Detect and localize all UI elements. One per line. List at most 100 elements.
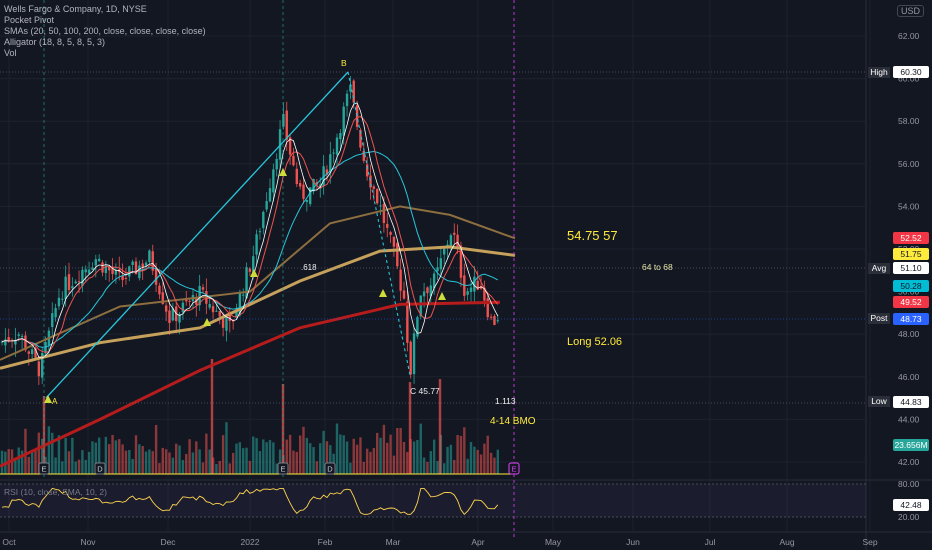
- annotation-range[interactable]: 64 to 68: [642, 262, 673, 272]
- candle-body[interactable]: [54, 307, 57, 318]
- candle-body[interactable]: [402, 290, 406, 299]
- candle-body[interactable]: [208, 303, 211, 308]
- candle-body[interactable]: [201, 287, 205, 290]
- candle-body[interactable]: [429, 285, 432, 297]
- candle-body[interactable]: [312, 178, 315, 192]
- sma-200-line[interactable]: [0, 300, 501, 468]
- candle-body[interactable]: [399, 269, 402, 291]
- candle-body[interactable]: [14, 339, 17, 345]
- candle-body[interactable]: [242, 294, 245, 296]
- candle-body[interactable]: [268, 188, 272, 202]
- event-marker[interactable]: [324, 462, 336, 475]
- candle-body[interactable]: [138, 265, 141, 279]
- candle-body[interactable]: [335, 137, 339, 155]
- candle-body[interactable]: [87, 269, 91, 274]
- candle-body[interactable]: [67, 274, 71, 291]
- candle-body[interactable]: [386, 223, 389, 228]
- candle-body[interactable]: [489, 316, 493, 318]
- price-badge[interactable]: 51.75: [893, 248, 929, 261]
- candle-body[interactable]: [131, 261, 134, 266]
- candle-body[interactable]: [51, 313, 54, 328]
- annotation-earnings[interactable]: 4-14 BMO: [490, 416, 536, 427]
- candle-body[interactable]: [456, 234, 459, 249]
- candle-body[interactable]: [382, 204, 386, 224]
- annotation-long[interactable]: Long 52.06: [567, 336, 623, 348]
- candle-body[interactable]: [221, 318, 225, 328]
- candle-body[interactable]: [486, 298, 489, 318]
- event-marker[interactable]: [94, 462, 106, 475]
- candle-body[interactable]: [121, 275, 124, 281]
- sma-20-line[interactable]: [1, 150, 499, 348]
- candle-body[interactable]: [469, 287, 473, 292]
- candle-body[interactable]: [496, 320, 499, 322]
- candle-body[interactable]: [426, 287, 429, 294]
- candle-body[interactable]: [101, 262, 104, 273]
- candle-body[interactable]: [288, 137, 292, 155]
- candle-body[interactable]: [473, 276, 476, 292]
- candle-body[interactable]: [144, 262, 148, 266]
- candle-body[interactable]: [124, 277, 128, 279]
- price-badge[interactable]: 23.656M: [893, 439, 929, 451]
- candle-body[interactable]: [248, 268, 252, 272]
- candle-body[interactable]: [252, 256, 255, 274]
- candle-body[interactable]: [436, 267, 439, 272]
- alligator-lips-line[interactable]: [1, 102, 499, 359]
- candle-body[interactable]: [339, 133, 342, 140]
- candle-body[interactable]: [225, 316, 228, 331]
- candle-body[interactable]: [158, 285, 161, 295]
- alligator-jaw-line[interactable]: [1, 116, 499, 353]
- candle-body[interactable]: [355, 105, 359, 127]
- candle-body[interactable]: [148, 250, 151, 263]
- trendline-a-b[interactable]: [45, 71, 349, 399]
- candle-body[interactable]: [302, 184, 305, 199]
- candle-body[interactable]: [449, 235, 453, 248]
- annotation-point-b[interactable]: B: [341, 58, 347, 68]
- candle-body[interactable]: [342, 106, 345, 136]
- candle-body[interactable]: [91, 267, 94, 270]
- candle-body[interactable]: [74, 281, 77, 284]
- candle-body[interactable]: [171, 308, 175, 321]
- candle-body[interactable]: [41, 353, 44, 378]
- candle-body[interactable]: [439, 258, 443, 270]
- candle-body[interactable]: [305, 199, 309, 202]
- candle-body[interactable]: [141, 263, 144, 269]
- candle-body[interactable]: [282, 114, 285, 127]
- candle-body[interactable]: [422, 291, 426, 297]
- candle-body[interactable]: [77, 281, 81, 283]
- candle-body[interactable]: [376, 189, 379, 204]
- event-marker[interactable]: [277, 462, 289, 475]
- price-badge[interactable]: 51.10: [893, 262, 929, 275]
- candle-body[interactable]: [238, 292, 242, 316]
- candle-body[interactable]: [372, 186, 376, 189]
- price-badge[interactable]: 52.52: [893, 231, 929, 244]
- candle-body[interactable]: [479, 285, 483, 289]
- candle-body[interactable]: [272, 169, 275, 193]
- candle-body[interactable]: [17, 334, 20, 336]
- candle-body[interactable]: [168, 310, 171, 323]
- candle-body[interactable]: [443, 248, 446, 255]
- candle-body[interactable]: [104, 265, 108, 274]
- annotation-ratio[interactable]: 1.113: [495, 396, 516, 406]
- candle-body[interactable]: [379, 205, 382, 207]
- candle-body[interactable]: [369, 175, 372, 188]
- candle-body[interactable]: [285, 110, 288, 140]
- candle-body[interactable]: [365, 164, 369, 177]
- candle-body[interactable]: [419, 295, 422, 317]
- candle-body[interactable]: [245, 267, 248, 299]
- event-marker[interactable]: [508, 462, 520, 475]
- candle-body[interactable]: [44, 342, 47, 354]
- rsi-value-badge[interactable]: 42.48: [893, 498, 929, 511]
- candle-body[interactable]: [298, 182, 302, 187]
- candle-body[interactable]: [81, 269, 84, 287]
- candle-body[interactable]: [255, 234, 258, 255]
- candle-body[interactable]: [262, 211, 265, 229]
- candle-body[interactable]: [211, 306, 215, 313]
- sma-50-line[interactable]: [0, 205, 516, 361]
- candle-body[interactable]: [345, 93, 349, 107]
- candle-body[interactable]: [476, 280, 479, 290]
- currency-badge[interactable]: USD: [896, 5, 924, 17]
- candle-body[interactable]: [164, 305, 168, 312]
- candle-body[interactable]: [37, 361, 41, 377]
- candle-body[interactable]: [7, 337, 10, 342]
